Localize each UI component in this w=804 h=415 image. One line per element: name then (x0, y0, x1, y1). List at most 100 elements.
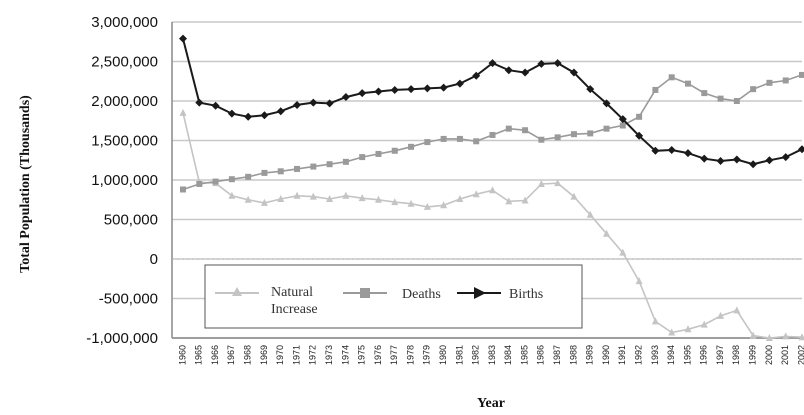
data-point (212, 178, 219, 185)
data-point (521, 68, 530, 77)
x-tick-label: 1972 (308, 345, 318, 365)
data-point (423, 202, 431, 210)
data-point (326, 194, 334, 202)
data-point (375, 150, 382, 157)
x-tick-label: 1969 (259, 345, 269, 365)
data-point (635, 131, 644, 140)
data-point (732, 155, 741, 164)
data-point (440, 135, 447, 142)
data-point (261, 169, 268, 176)
data-point (293, 191, 301, 199)
legend-marker-natural-increase (232, 287, 242, 296)
data-point (407, 85, 416, 94)
series-births (179, 34, 804, 169)
data-point (456, 194, 464, 202)
x-tick-label: 1971 (291, 345, 301, 365)
x-tick-label: 1995 (682, 345, 692, 365)
data-point (635, 277, 643, 285)
data-point (179, 108, 187, 116)
x-tick-label: 1976 (373, 345, 383, 365)
x-tick-label: 1965 (194, 345, 204, 365)
data-point (325, 99, 334, 108)
y-tick-labels: 3,000,000 2,500,000 2,000,000 1,500,000 1,00… (86, 14, 158, 347)
data-point (391, 147, 398, 154)
x-tick-label: 1979 (422, 345, 432, 365)
y-tick-label: 2,500,000 (91, 54, 158, 71)
data-point (294, 165, 301, 172)
data-point (603, 229, 611, 237)
x-tick-label: 1975 (357, 345, 367, 365)
data-point (683, 149, 692, 158)
data-point (684, 325, 692, 333)
data-point (587, 130, 594, 137)
data-point (309, 98, 318, 107)
data-point (260, 198, 268, 206)
data-point (341, 93, 350, 102)
x-tick-label: 1999 (748, 345, 758, 365)
data-point (489, 186, 496, 194)
data-point (619, 248, 627, 256)
x-tick-label: 1985 (519, 345, 529, 365)
data-point (733, 306, 741, 314)
data-point (342, 191, 350, 199)
x-tick-label: 1993 (650, 345, 660, 365)
data-point (277, 194, 285, 202)
data-point (798, 145, 804, 154)
x-tick-label: 1977 (389, 345, 399, 365)
y-tick-label: -1,000,000 (86, 330, 158, 347)
data-point (765, 156, 774, 165)
y-tick-label: 1,500,000 (91, 133, 158, 150)
x-tick-label: 1966 (210, 345, 220, 365)
data-point (636, 113, 643, 120)
x-tick-label: 1987 (552, 345, 562, 365)
data-point (472, 190, 480, 198)
data-point (244, 112, 253, 121)
data-point (798, 333, 804, 341)
y-axis-title: Total Population (Thousands) (18, 95, 33, 273)
data-point (439, 83, 448, 92)
data-point (358, 89, 367, 98)
data-point (310, 163, 317, 170)
data-point (750, 86, 757, 93)
data-point (472, 71, 481, 80)
x-tick-label: 1981 (454, 345, 464, 365)
x-tick-label: 1997 (715, 345, 725, 365)
data-point (179, 34, 187, 43)
data-point (245, 173, 252, 180)
legend-label-natural-increase-line1: Natural Increase (271, 285, 318, 317)
x-tick-label: 1967 (226, 345, 236, 365)
data-point (668, 328, 676, 336)
x-tick-label: 1970 (275, 345, 285, 365)
data-point (196, 180, 203, 187)
x-tick-labels: 1960 1965 1966 1967 1968 1969 1970 1971 1972 1973… (177, 345, 804, 365)
data-point (766, 79, 773, 86)
data-point (667, 145, 676, 154)
data-point (749, 331, 757, 339)
data-point (538, 136, 545, 143)
data-point (504, 66, 513, 75)
data-point (180, 186, 186, 193)
gridlines (171, 21, 802, 339)
data-point (799, 71, 804, 78)
data-point (342, 158, 349, 165)
data-point (586, 85, 595, 94)
data-point (309, 192, 317, 200)
data-point (326, 161, 333, 168)
data-point (358, 194, 366, 202)
data-point (424, 139, 431, 146)
x-tick-label: 2001 (780, 345, 790, 365)
data-point (553, 59, 562, 68)
series-natural-increase (179, 108, 804, 341)
data-point (570, 192, 578, 200)
y-tick-label: 3,000,000 (91, 14, 158, 31)
data-point (537, 179, 545, 187)
data-point (505, 197, 513, 205)
data-point (537, 59, 546, 68)
data-point (569, 68, 578, 77)
data-point (276, 107, 285, 116)
data-point (651, 146, 660, 155)
data-point (227, 109, 236, 118)
data-point (668, 74, 675, 81)
data-point (619, 122, 626, 129)
